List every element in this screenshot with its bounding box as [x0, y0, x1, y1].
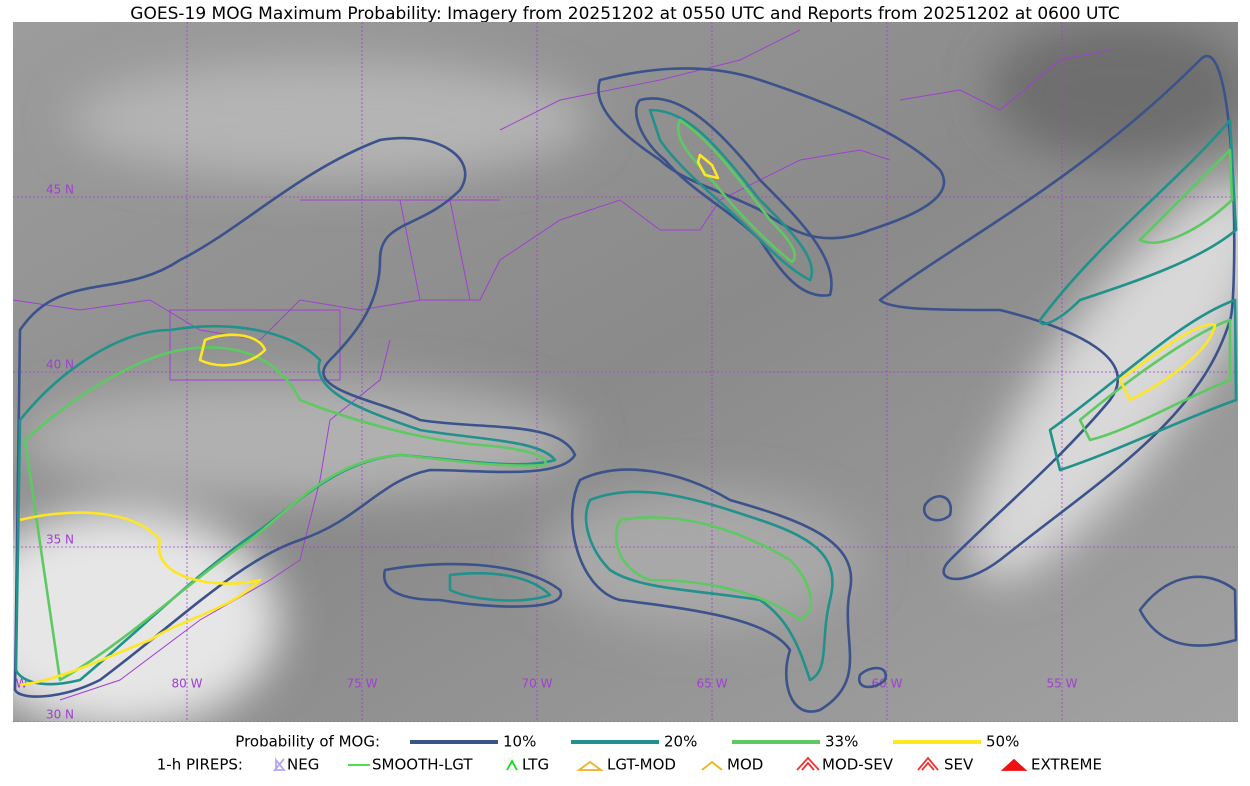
legend-label: 10% — [503, 733, 536, 751]
pirep-icon — [1000, 758, 1028, 771]
legend: Probability of MOG: 1-h PIREPS: 10% 20% 33… — [157, 733, 1102, 774]
latitude-label: 30 N — [46, 708, 74, 722]
map: 45 N40 N35 N30 N85 W 80 W 75 W 70 W 65 W 60 W… — [13, 22, 1238, 722]
longitude-label: 75 W — [347, 677, 378, 691]
legend-label: EXTREME — [1031, 756, 1102, 774]
legend-label: 33% — [825, 733, 858, 751]
legend-label: LTG — [522, 756, 549, 774]
pirep-icon — [576, 760, 604, 771]
longitude-label: 60 W — [872, 677, 903, 691]
probability-contours — [13, 54, 1238, 713]
legend-label: MOD-SEV — [822, 756, 894, 774]
pirep-icon — [506, 759, 518, 771]
pirep-icon — [796, 756, 820, 771]
legend-label: SEV — [944, 756, 974, 774]
pirep-icon — [273, 757, 286, 772]
pirep-icon — [917, 756, 939, 771]
graticule: 45 N40 N35 N30 N85 W 80 W 75 W 70 W 65 W 60 W… — [13, 22, 1238, 722]
legend-label: 50% — [986, 733, 1019, 751]
longitude-label: 55 W — [1047, 677, 1078, 691]
legend-title: 1-h PIREPS: — [157, 756, 243, 774]
legend-label: 20% — [664, 733, 697, 751]
longitude-label: 65 W — [697, 677, 728, 691]
latitude-label: 35 N — [46, 533, 74, 547]
latitude-label: 40 N — [46, 358, 74, 372]
pirep-icon — [701, 760, 723, 771]
legend-label: SMOOTH-LGT — [372, 756, 473, 774]
title: GOES-19 MOG Maximum Probability: Imagery… — [130, 4, 1119, 24]
legend-title: Probability of MOG: — [235, 733, 380, 751]
legend-label: LGT-MOD — [607, 756, 676, 774]
legend-label: MOD — [727, 756, 763, 774]
coastlines — [13, 29, 1111, 701]
longitude-label: 80 W — [172, 677, 203, 691]
longitude-label: 70 W — [522, 677, 553, 691]
latitude-label: 45 N — [46, 183, 74, 197]
legend-label: NEG — [287, 756, 319, 774]
